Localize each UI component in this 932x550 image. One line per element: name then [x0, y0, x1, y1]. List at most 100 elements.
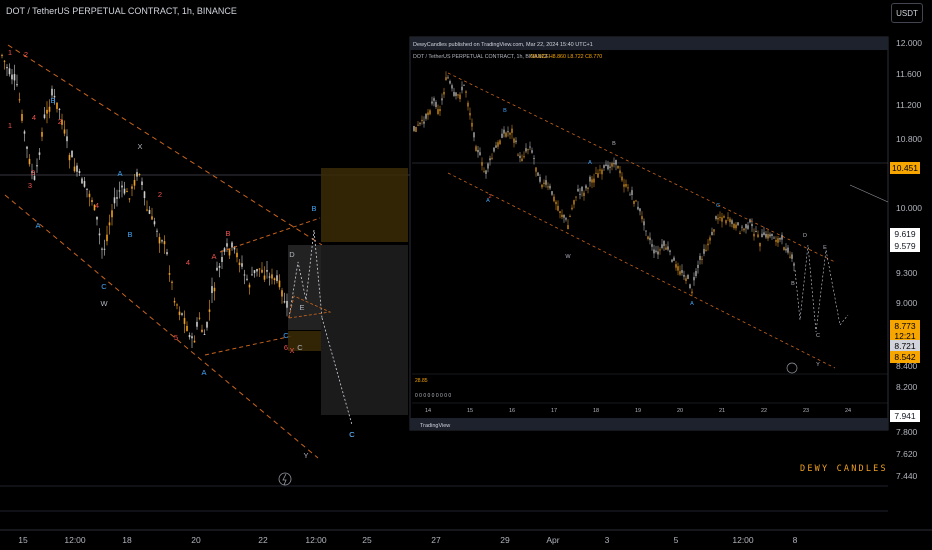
wave-label: D	[289, 250, 295, 259]
inset-candle-body	[787, 247, 789, 253]
candle-body	[148, 209, 151, 214]
inset-candle-body	[723, 216, 725, 218]
candle-body	[103, 248, 106, 250]
wave-label: W	[100, 299, 108, 308]
candle-body	[21, 114, 23, 121]
candle-body	[16, 84, 18, 86]
inset-candle-body	[637, 206, 639, 210]
candle-body	[1, 54, 3, 56]
inset-candle-body	[781, 234, 783, 240]
inset-candle-body	[745, 224, 747, 229]
y-tick-label: 12.000	[896, 38, 922, 48]
price-label: 7.941	[894, 411, 916, 421]
candle-body	[246, 278, 248, 280]
inset-candle-body	[595, 172, 597, 174]
inset-candle-body	[733, 223, 735, 229]
candle-body	[108, 222, 111, 226]
y-tick-label: 7.440	[896, 471, 918, 481]
y-tick-label: 7.800	[896, 427, 918, 437]
wave-label: C	[283, 331, 289, 340]
candle-body	[188, 334, 191, 338]
candle-body	[228, 249, 231, 256]
x-tick-label: 8	[793, 535, 798, 545]
inset-candle-body	[559, 211, 561, 214]
candle-body	[128, 198, 131, 200]
inset-candle-body	[715, 216, 717, 219]
inset-wave-label: 2	[488, 194, 491, 200]
inset-candle-body	[687, 274, 689, 279]
supply-zone	[321, 168, 408, 242]
inset-candle-body	[501, 133, 503, 138]
inset-candle-body	[789, 256, 791, 258]
inset-candle-body	[469, 112, 471, 116]
inset-published: DewyCandles published on TradingView.com…	[413, 42, 593, 48]
inset-candle-body	[633, 200, 635, 204]
inset-candle-body	[557, 205, 559, 211]
inset-candle-body	[491, 157, 493, 159]
candle-body	[53, 95, 56, 98]
wave-label: C	[101, 282, 107, 291]
price-label: 9.619	[894, 229, 916, 239]
x-tick-label: 12:00	[305, 535, 327, 545]
y-tick-label: 11.600	[896, 69, 922, 79]
wave-label: Y	[303, 451, 308, 460]
candle-body	[121, 185, 123, 188]
currency-button[interactable]: USDT	[891, 3, 923, 23]
inset-candle-body	[691, 291, 693, 294]
supply-zone	[288, 331, 321, 351]
inset-x-tick: 22	[761, 408, 767, 414]
inset-wave-label: B	[503, 108, 507, 114]
inset-candle-body	[739, 232, 741, 234]
inset-candle-body	[429, 110, 431, 115]
inset-candle-body	[527, 149, 529, 151]
candle-body	[71, 150, 73, 158]
candle-body	[138, 174, 141, 176]
candle-body	[258, 268, 261, 270]
candle-body	[31, 171, 33, 173]
inset-candle-body	[597, 173, 599, 178]
inset-candle-body	[419, 122, 421, 124]
inset-candle-body	[555, 201, 557, 205]
inset-candle-body	[523, 156, 525, 158]
inset-wave-label: C	[816, 333, 820, 339]
inset-candle-body	[601, 169, 603, 175]
inset-candle-body	[755, 230, 757, 232]
inset-candle-body	[735, 224, 737, 229]
inset-frame	[409, 36, 889, 431]
inset-candle-body	[623, 184, 625, 187]
candle-body	[18, 99, 21, 101]
inset-candle-body	[769, 234, 771, 237]
candle-body	[83, 181, 86, 187]
inset-candle-body	[689, 284, 691, 288]
inset-indicator: 28.85	[415, 378, 428, 384]
inset-candle-body	[443, 92, 445, 95]
candle-body	[231, 242, 233, 248]
candle-body	[248, 284, 251, 288]
price-label-bg	[890, 162, 920, 174]
candle-body	[178, 311, 181, 316]
x-tick-label: 3	[605, 535, 610, 545]
y-tick-label: 8.400	[896, 361, 918, 371]
channel-lower	[4, 194, 319, 459]
inset-candle-body	[591, 179, 593, 183]
inset-x-tick: 16	[509, 408, 515, 414]
inset-candle-body	[667, 246, 669, 250]
candle-body	[136, 172, 138, 177]
inset-candle-body	[525, 148, 527, 152]
inset-candle-body	[677, 266, 679, 271]
inset-candle-body	[721, 217, 723, 222]
candle-body	[191, 336, 193, 339]
inset-candle-body	[521, 158, 523, 161]
inset-lightning-icon	[786, 362, 798, 374]
inset-wave-label: B	[612, 141, 616, 147]
inset-candle-body	[657, 251, 659, 255]
price-label-bg	[890, 340, 920, 352]
inset-candle-body	[617, 165, 619, 169]
price-label-bg	[890, 351, 920, 363]
candle-body	[176, 304, 178, 306]
candle-body	[183, 318, 186, 324]
candle-body	[61, 119, 63, 125]
candle-body	[143, 191, 146, 199]
